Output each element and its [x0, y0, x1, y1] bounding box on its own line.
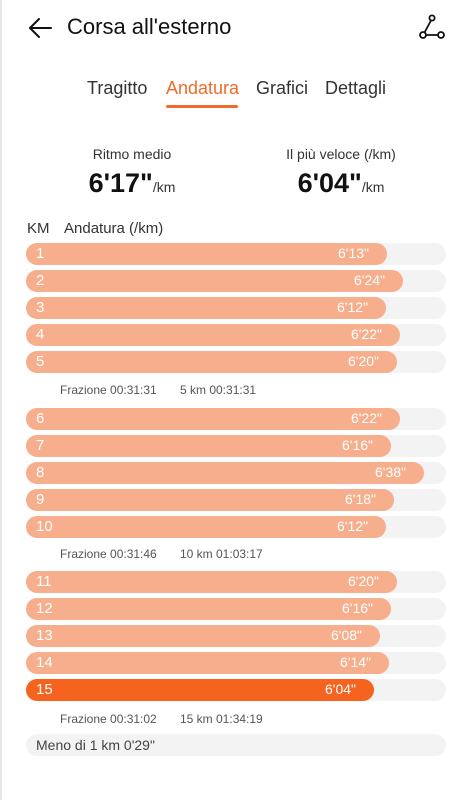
lap-km: 12	[36, 600, 53, 617]
lap-bar	[26, 297, 386, 319]
lap-row: 4 6'22"	[26, 324, 446, 346]
lap-bar	[26, 243, 387, 265]
lap-km: 2	[36, 272, 45, 289]
lap-row: 14 6'14"	[26, 652, 446, 674]
lap-pace: 6'20"	[347, 353, 379, 369]
lap-km: 7	[36, 437, 45, 454]
avg-pace-label: Ritmo medio	[92, 146, 172, 162]
tab-dettagli[interactable]: Dettagli	[325, 78, 387, 98]
lap-pace: 6'13"	[337, 245, 369, 261]
lap-bar	[26, 408, 400, 430]
lap-km: 13	[36, 627, 53, 644]
lap-km: 4	[36, 326, 45, 343]
lap-pace: 6'22"	[350, 410, 382, 426]
route-icon[interactable]	[419, 14, 445, 40]
lap-km: 5	[36, 353, 45, 370]
lap-row: 9 6'18"	[26, 489, 446, 511]
lap-pace: 6'08"	[330, 627, 362, 643]
lap-bar	[26, 516, 386, 538]
lap-bar-fastest	[26, 679, 374, 701]
lap-row: 5 6'20"	[26, 351, 446, 373]
lap-bar	[26, 652, 389, 674]
avg-pace-unit: /km	[152, 179, 176, 195]
column-header-pace: Andatura (/km)	[64, 220, 164, 237]
lap-bar	[26, 462, 424, 484]
lap-bar	[26, 435, 391, 457]
arrow-left-icon[interactable]	[26, 14, 54, 42]
tab-grafici[interactable]: Grafici	[256, 78, 309, 98]
lap-row: 13 6'08"	[26, 625, 446, 647]
lap-km: 9	[36, 491, 45, 508]
lap-km: 3	[36, 299, 45, 316]
lap-bar	[26, 598, 391, 620]
tab-andatura[interactable]: Andatura	[166, 78, 240, 98]
split-fraction: Frazione 00:31:02	[60, 712, 157, 726]
column-header-km: KM	[27, 220, 50, 237]
fastest-pace-unit: /km	[361, 179, 385, 195]
lap-row: 8 6'38"	[26, 462, 446, 484]
lap-row: 11 6'20"	[26, 571, 446, 593]
lap-row: 2 6'24"	[26, 270, 446, 292]
lap-pace: 6'04"	[324, 681, 356, 697]
lap-row: 12 6'16"	[26, 598, 446, 620]
lap-km: 15	[36, 681, 53, 698]
lap-pace: 6'16"	[341, 437, 373, 453]
lap-km: 6	[36, 410, 45, 427]
app-header: Corsa all'esterno	[0, 0, 473, 58]
fastest-pace-value: 6'04"	[297, 168, 362, 198]
remainder-label: Meno di 1 km 0'29"	[36, 737, 155, 753]
tab-tragitto[interactable]: Tragitto	[87, 78, 148, 98]
lap-km: 11	[36, 573, 52, 590]
lap-bar	[26, 571, 397, 593]
tab-bar: Tragitto Andatura Grafici Dettagli	[0, 78, 473, 110]
lap-pace: 6'38"	[374, 464, 406, 480]
lap-bar	[26, 489, 394, 511]
remainder-row: Meno di 1 km 0'29"	[26, 734, 446, 756]
lap-km: 10	[36, 518, 53, 535]
lap-pace: 6'18"	[344, 491, 376, 507]
avg-pace-value: 6'17"	[88, 168, 153, 198]
lap-row: 15 6'04"	[26, 679, 446, 701]
lap-pace: 6'20"	[347, 573, 379, 589]
lap-pace: 6'22"	[350, 326, 382, 342]
active-tab-indicator	[166, 105, 238, 108]
split-fraction: Frazione 00:31:46	[60, 547, 157, 561]
lap-pace: 6'24"	[353, 272, 385, 288]
lap-km: 8	[36, 464, 45, 481]
lap-row: 6 6'22"	[26, 408, 446, 430]
split-cumulative: 10 km 01:03:17	[180, 547, 263, 561]
lap-row: 3 6'12"	[26, 297, 446, 319]
split-fraction: Frazione 00:31:31	[60, 383, 157, 397]
fastest-pace-summary: Il più veloce (/km) 6'04"/km	[241, 146, 441, 199]
avg-pace-summary: Ritmo medio 6'17"/km	[32, 146, 232, 199]
lap-pace: 6'14"	[339, 654, 371, 670]
split-cumulative: 5 km 00:31:31	[180, 383, 257, 397]
lap-row: 1 6'13"	[26, 243, 446, 265]
lap-pace: 6'12"	[336, 518, 368, 534]
split-cumulative: 15 km 01:34:19	[180, 712, 263, 726]
lap-row: 10 6'12"	[26, 516, 446, 538]
fastest-pace-label: Il più veloce (/km)	[286, 146, 396, 162]
lap-km: 14	[36, 654, 53, 671]
lap-pace: 6'16"	[341, 600, 373, 616]
lap-row: 7 6'16"	[26, 435, 446, 457]
lap-bar	[26, 324, 400, 346]
lap-pace: 6'12"	[336, 299, 368, 315]
left-edge	[0, 0, 2, 800]
lap-bar	[26, 625, 380, 647]
page-title: Corsa all'esterno	[67, 14, 232, 39]
lap-km: 1	[36, 245, 45, 262]
lap-bar	[26, 270, 403, 292]
lap-bar	[26, 351, 397, 373]
